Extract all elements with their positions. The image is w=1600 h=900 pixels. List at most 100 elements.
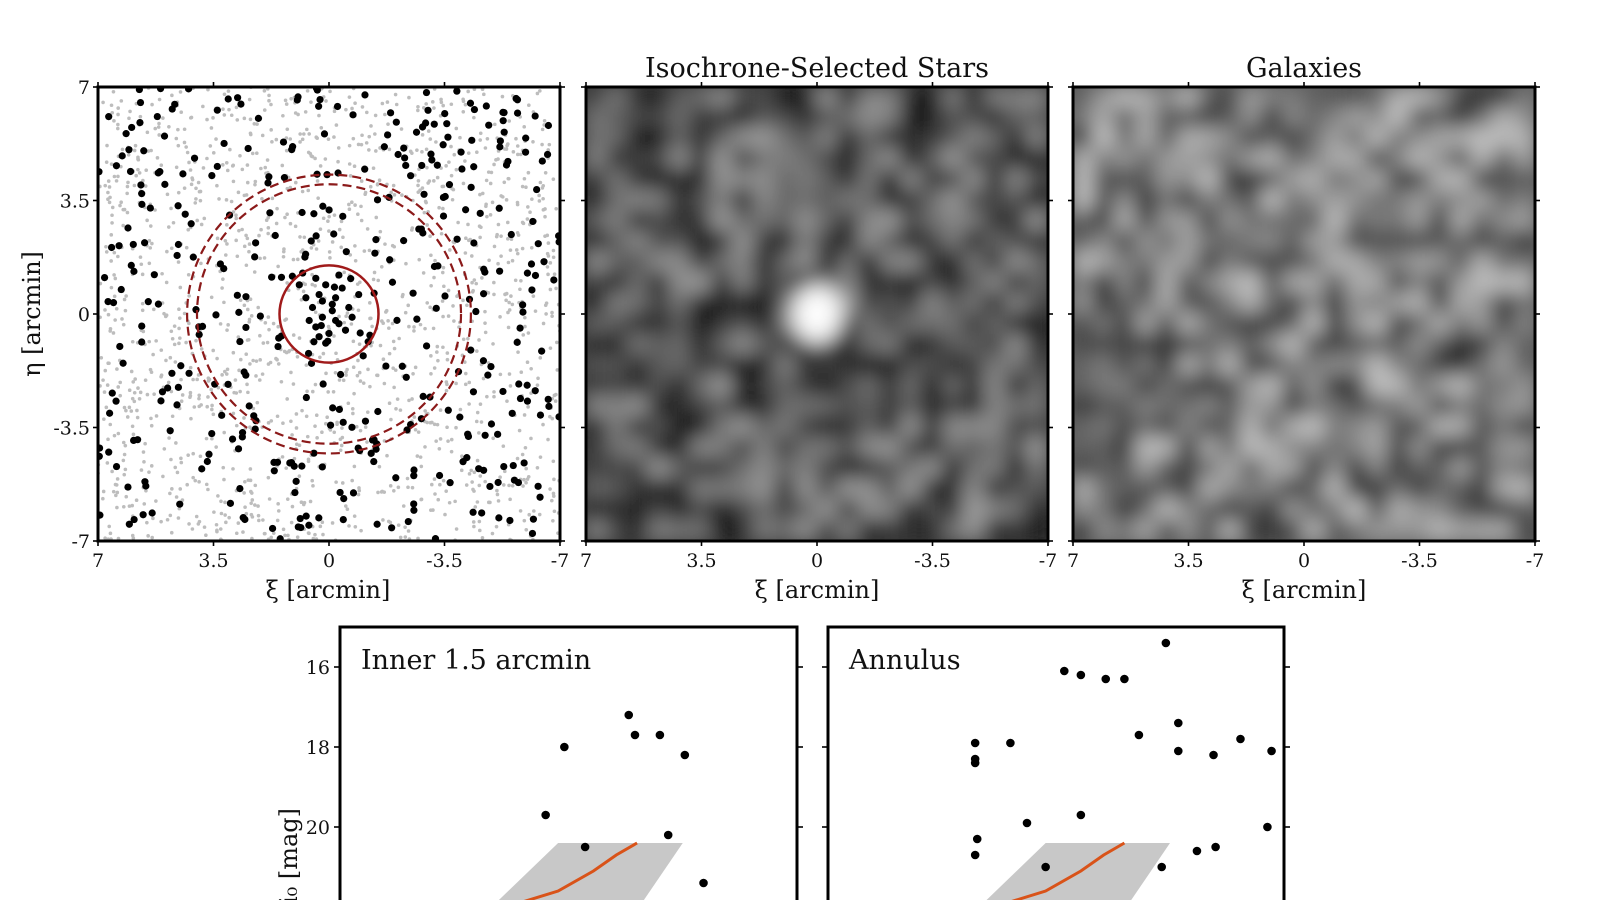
background-star: [189, 182, 194, 187]
background-star: [393, 92, 398, 97]
density-cell: [984, 478, 1007, 501]
background-star: [412, 329, 416, 333]
member-star: [136, 119, 144, 127]
background-star: [125, 191, 129, 196]
background-star: [160, 271, 164, 276]
background-star: [171, 220, 176, 225]
density-cell: [879, 333, 902, 357]
background-star: [369, 343, 373, 348]
background-star: [127, 388, 132, 393]
member-star: [316, 96, 324, 104]
density-cell: [795, 478, 818, 501]
member-star: [208, 172, 216, 180]
density-cell: [1156, 87, 1179, 109]
background-star: [376, 278, 381, 283]
member-star: [277, 273, 286, 281]
density-cell: [1471, 292, 1494, 315]
density-cell: [1324, 271, 1347, 295]
density-cell: [900, 189, 923, 212]
cmd-star: [1173, 746, 1183, 756]
galaxy-density-panel: Galaxies 7 3.5 0 -3.5 -7 ξ [arcmin]: [1067, 53, 1544, 604]
background-star: [215, 183, 219, 188]
background-star: [283, 98, 288, 103]
background-star: [109, 162, 114, 166]
member-star: [522, 134, 530, 142]
background-star: [351, 411, 355, 416]
background-star: [179, 399, 184, 404]
density-cell: [1261, 436, 1284, 460]
density-cell: [1450, 395, 1473, 419]
background-star: [146, 149, 151, 153]
density-cell: [1156, 168, 1179, 192]
member-star: [464, 432, 473, 441]
background-star: [266, 215, 271, 220]
y-tick-label: 7: [78, 77, 90, 99]
density-cell: [669, 189, 692, 212]
background-star: [356, 142, 361, 147]
member-star: [372, 445, 380, 453]
member-star: [251, 253, 259, 261]
background-star: [425, 223, 429, 227]
background-star: [252, 122, 257, 126]
member-star: [108, 389, 116, 397]
member-star: [339, 516, 347, 524]
density-cell: [1073, 106, 1095, 130]
density-cell: [648, 519, 671, 541]
density-cell: [1026, 395, 1048, 419]
density-cell: [1303, 106, 1326, 130]
density-cell: [984, 106, 1007, 130]
background-star: [506, 176, 511, 181]
background-star: [515, 251, 520, 256]
background-star: [537, 512, 542, 517]
density-cell: [858, 127, 881, 150]
background-star: [477, 338, 481, 342]
density-cell: [1073, 478, 1095, 501]
background-star: [223, 500, 227, 505]
background-star: [305, 434, 310, 439]
background-star: [318, 355, 322, 360]
background-star: [109, 259, 113, 263]
background-star: [337, 378, 342, 382]
density-cell: [586, 333, 608, 357]
density-cell: [774, 436, 797, 460]
background-star: [462, 360, 467, 364]
member-star: [342, 248, 350, 256]
background-star: [501, 444, 506, 448]
background-star: [294, 412, 299, 416]
background-star: [484, 178, 489, 183]
background-star: [403, 310, 408, 315]
density-cell: [1471, 271, 1494, 295]
background-star: [285, 281, 289, 285]
background-star: [367, 148, 371, 152]
center-star: [348, 313, 356, 321]
density-cell: [1303, 168, 1326, 192]
density-cell: [1366, 292, 1389, 315]
background-star: [541, 321, 546, 326]
background-star: [432, 477, 437, 481]
background-star: [365, 227, 370, 231]
background-star: [392, 488, 396, 493]
member-star: [108, 243, 116, 252]
density-cell: [732, 168, 755, 192]
member-star: [280, 174, 289, 182]
background-star: [382, 490, 387, 494]
density-cell: [1492, 374, 1515, 398]
density-cell: [1005, 271, 1028, 295]
background-star: [342, 270, 346, 275]
background-star: [441, 478, 446, 483]
density-cell: [1135, 168, 1158, 192]
density-cell: [1005, 251, 1028, 274]
density-cell: [1261, 147, 1284, 171]
density-cell: [1219, 87, 1242, 109]
background-star: [441, 345, 445, 350]
background-star: [123, 467, 128, 472]
member-star: [513, 109, 522, 117]
background-star: [106, 197, 110, 202]
density-cell: [900, 147, 923, 171]
background-star: [353, 203, 357, 207]
background-star: [518, 287, 522, 292]
cmd-annulus-frame: [826, 625, 1286, 900]
member-star: [410, 506, 418, 514]
density-cell: [984, 209, 1007, 233]
density-cell: [837, 416, 860, 439]
